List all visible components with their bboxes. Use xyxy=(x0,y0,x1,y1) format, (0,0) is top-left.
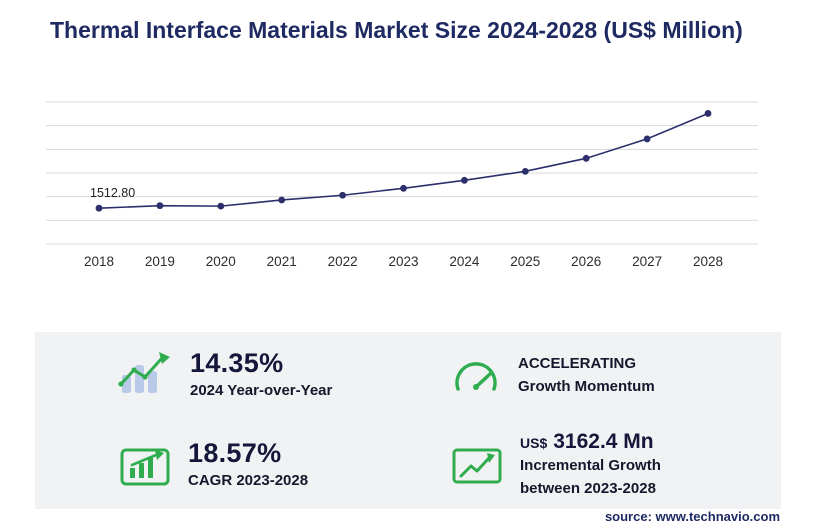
yoy-label: 2024 Year-over-Year xyxy=(190,382,333,399)
svg-text:2018: 2018 xyxy=(84,254,114,269)
source-credit: source: www.technavio.com xyxy=(604,509,780,524)
cagr-label: CAGR 2023-2028 xyxy=(188,472,309,489)
incremental-value-line: US$ 3162.4 Mn xyxy=(520,430,661,454)
stat-cagr: 18.57% CAGR 2023-2028 xyxy=(120,438,308,489)
stat-yoy: 14.35% 2024 Year-over-Year xyxy=(118,348,332,399)
incremental-growth-icon xyxy=(452,448,502,484)
market-size-line-chart: 1512.80 2018 2019 2020 2021 2022 2023 2024 2025 2… xyxy=(46,101,758,269)
bar-chart-growth-icon xyxy=(118,351,170,393)
yoy-value: 14.35% xyxy=(190,348,284,378)
svg-text:2020: 2020 xyxy=(206,254,236,269)
svg-text:2026: 2026 xyxy=(571,254,601,269)
svg-text:2027: 2027 xyxy=(632,254,662,269)
cagr-value: 18.57% xyxy=(188,438,282,468)
svg-text:2019: 2019 xyxy=(145,254,175,269)
market-size-chart-area: 1512.80 2018 2019 2020 2021 2022 2023 2024 2025 2… xyxy=(46,92,758,274)
incremental-line2: between 2023-2028 xyxy=(520,480,656,498)
stat-incremental: US$ 3162.4 Mn Incremental Growth between… xyxy=(452,430,661,501)
momentum-line2: Growth Momentum xyxy=(518,378,655,396)
svg-text:2021: 2021 xyxy=(267,254,297,269)
svg-text:2023: 2023 xyxy=(388,254,418,269)
svg-text:2024: 2024 xyxy=(449,254,480,269)
incremental-value: 3162.4 Mn xyxy=(553,430,654,453)
svg-text:2025: 2025 xyxy=(510,254,540,269)
cagr-chart-icon xyxy=(120,448,170,485)
speedometer-icon xyxy=(455,362,497,391)
momentum-line1: ACCELERATING xyxy=(518,355,637,372)
svg-text:2028: 2028 xyxy=(693,254,723,269)
stat-momentum: ACCELERATING Growth Momentum xyxy=(450,352,655,399)
svg-text:1512.80: 1512.80 xyxy=(90,186,135,200)
incremental-currency: US$ xyxy=(520,435,548,451)
svg-text:2022: 2022 xyxy=(328,254,358,269)
incremental-line1: Incremental Growth xyxy=(520,457,661,474)
page-title: Thermal Interface Materials Market Size … xyxy=(50,17,743,43)
